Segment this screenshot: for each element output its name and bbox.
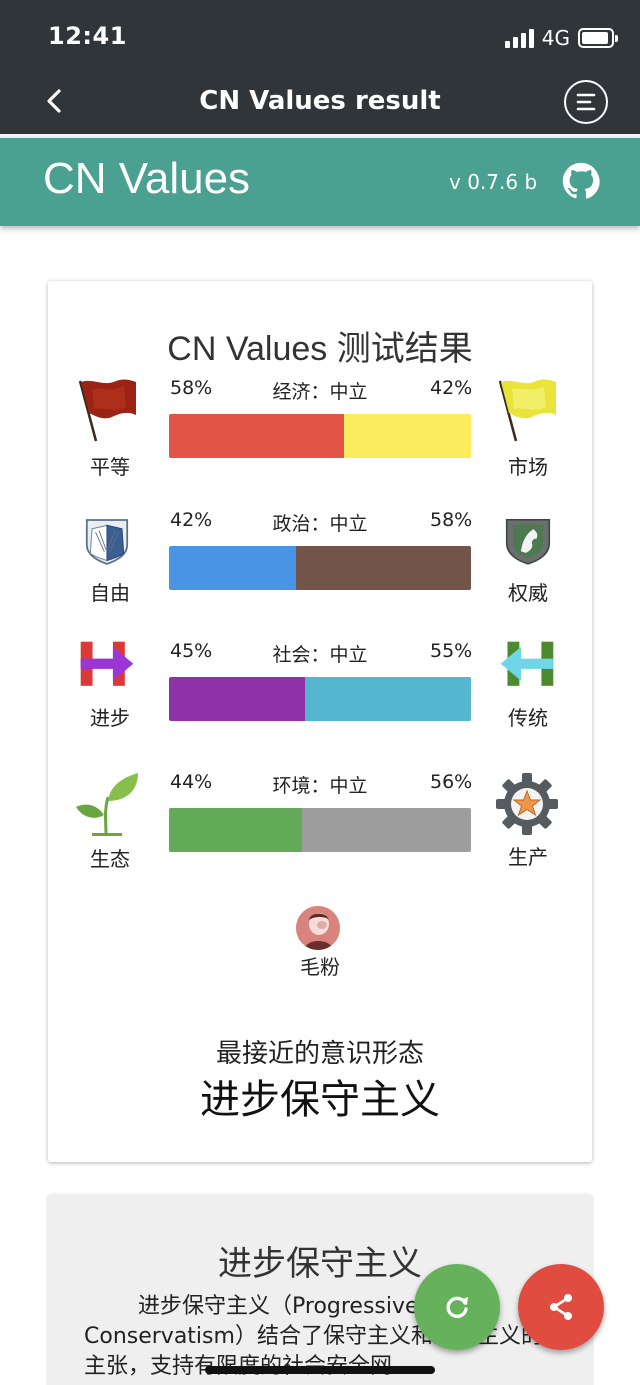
app-version: v 0.7.6 b — [449, 170, 538, 194]
h-arrow-left-icon — [500, 641, 554, 686]
result-title: CN Values 测试结果 — [167, 330, 473, 368]
sprout-icon — [76, 773, 138, 836]
axis-left-percent: 58% — [170, 377, 213, 399]
axis-environment: 生态 生产 44% 环境：中立 56% — [48, 771, 592, 881]
axis-bar-right-segment — [295, 546, 471, 590]
refresh-icon — [446, 1296, 468, 1319]
description-title: 进步保守主义 — [218, 1244, 422, 1284]
axis-right-label: 权威 — [508, 581, 548, 605]
nav-title: CN Values result — [199, 86, 441, 116]
axis-left-label: 平等 — [90, 455, 130, 479]
ideology-description-card: 进步保守主义 进步保守主义（Progressive Conservatism）结… — [48, 1194, 592, 1385]
axis-bar-right-segment — [304, 677, 471, 721]
closest-ideology-label: 最接近的意识形态 — [215, 1039, 424, 1069]
horse-shield-icon — [505, 518, 551, 565]
axis-right-percent: 58% — [430, 509, 473, 531]
wings-emblem-icon — [85, 519, 129, 565]
github-icon[interactable] — [562, 162, 600, 200]
result-card: CN Values 测试结果 平等 市场 58% 经济：中立 42% — [48, 281, 592, 1162]
axis-name: 经济：中立 — [272, 381, 368, 403]
retake-button[interactable] — [414, 1264, 500, 1350]
axis-social: 进步 传统 45% 社会：中立 55% — [48, 640, 592, 750]
top-bar: 12:41 4G CN Values result — [0, 0, 640, 134]
axis-left-percent: 44% — [170, 771, 213, 793]
axis-bar-left-segment — [169, 808, 302, 852]
axis-bar — [169, 677, 471, 721]
ideology-icon-label: 毛粉 — [300, 955, 340, 979]
battery-icon — [578, 28, 618, 48]
axis-left-label: 自由 — [90, 581, 130, 605]
axis-name: 环境：中立 — [272, 775, 368, 797]
axis-bar-left-segment — [169, 414, 345, 458]
axis-right-label: 市场 — [508, 455, 548, 479]
axis-bar-left-segment — [169, 677, 305, 721]
status-indicators: 4G — [504, 26, 618, 50]
axis-left-percent: 42% — [170, 509, 213, 531]
ideology-portrait-icon — [296, 906, 340, 950]
axis-right-percent: 42% — [430, 377, 473, 399]
axis-political: 自由 权威 42% 政治：中立 58% — [48, 509, 592, 619]
home-indicator[interactable] — [205, 1366, 435, 1374]
share-button[interactable] — [518, 1264, 604, 1350]
axis-bar-left-segment — [169, 546, 296, 590]
network-type: 4G — [541, 26, 570, 50]
gear-star-icon — [496, 773, 558, 835]
signal-icon — [504, 28, 534, 48]
closest-ideology-value: 进步保守主义 — [200, 1077, 440, 1123]
axis-bar — [169, 808, 471, 852]
axis-bar-right-segment — [301, 808, 471, 852]
axis-right-label: 传统 — [508, 706, 548, 730]
share-icon — [550, 1294, 572, 1320]
axis-name: 政治：中立 — [272, 513, 368, 535]
axis-bar — [169, 414, 471, 458]
axis-right-percent: 55% — [430, 640, 473, 662]
app-header: CN Values v 0.7.6 b — [0, 138, 640, 226]
axis-left-percent: 45% — [170, 640, 213, 662]
axis-economic: 平等 市场 58% 经济：中立 42% — [48, 377, 592, 487]
axis-right-percent: 56% — [430, 771, 473, 793]
menu-icon[interactable] — [564, 80, 608, 124]
app-title: CN Values — [43, 154, 251, 203]
back-icon[interactable] — [40, 86, 70, 116]
status-time: 12:41 — [48, 22, 127, 50]
yellow-flag-icon — [498, 379, 556, 442]
axis-left-label: 进步 — [90, 706, 130, 730]
axis-bar — [169, 546, 471, 590]
h-arrow-right-icon — [80, 641, 134, 686]
axis-left-label: 生态 — [90, 847, 130, 871]
axis-name: 社会：中立 — [272, 644, 368, 666]
axis-right-label: 生产 — [508, 845, 548, 869]
red-flag-icon — [78, 379, 136, 442]
axis-bar-right-segment — [344, 414, 471, 458]
divider — [0, 134, 640, 138]
